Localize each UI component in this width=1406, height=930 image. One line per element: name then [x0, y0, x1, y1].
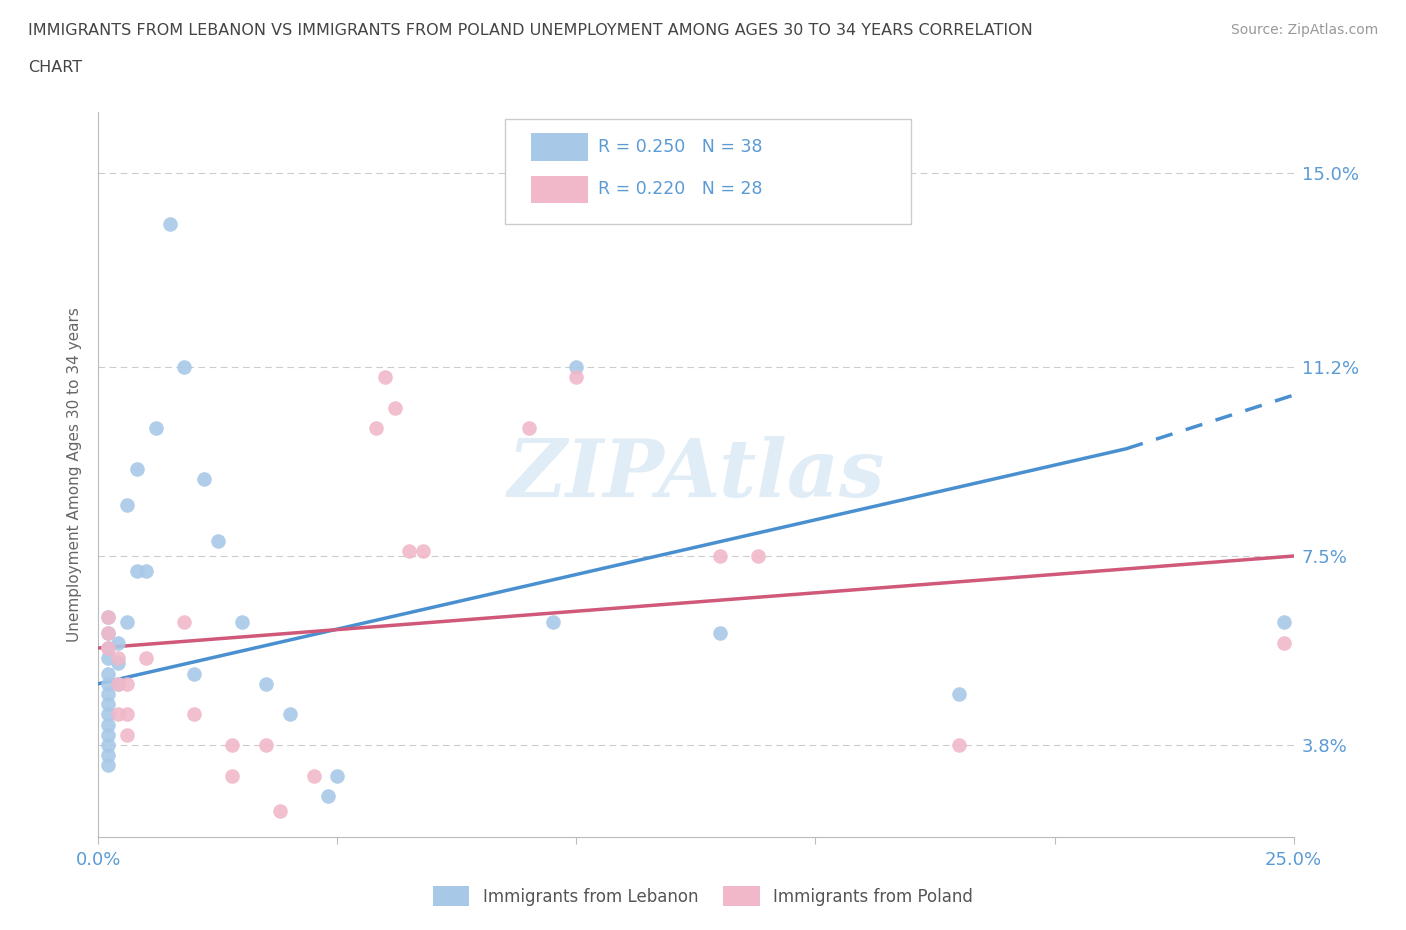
- Point: [115, 498, 138, 512]
- Point: [107, 676, 129, 691]
- Point: [97, 610, 120, 625]
- Point: [135, 651, 157, 666]
- Point: [97, 625, 120, 640]
- Point: [115, 615, 138, 630]
- Point: [193, 472, 215, 486]
- Point: [565, 360, 588, 375]
- Point: [97, 697, 120, 711]
- Point: [326, 768, 349, 783]
- Point: [107, 676, 129, 691]
- Point: [709, 625, 731, 640]
- Text: ZIPAtlas: ZIPAtlas: [508, 435, 884, 513]
- FancyBboxPatch shape: [505, 119, 911, 224]
- Bar: [531, 133, 588, 161]
- Point: [541, 615, 564, 630]
- Point: [97, 727, 120, 742]
- Point: [107, 707, 129, 722]
- Point: [374, 370, 396, 385]
- Point: [1272, 615, 1295, 630]
- Point: [183, 707, 205, 722]
- Text: R = 0.250   N = 38: R = 0.250 N = 38: [598, 138, 762, 156]
- Point: [254, 737, 277, 752]
- Point: [97, 717, 120, 732]
- Point: [412, 543, 434, 558]
- Point: [135, 564, 157, 578]
- Point: [107, 635, 129, 650]
- Legend: Immigrants from Lebanon, Immigrants from Poland: Immigrants from Lebanon, Immigrants from…: [426, 880, 980, 912]
- Point: [565, 370, 588, 385]
- Point: [231, 615, 253, 630]
- Point: [115, 727, 138, 742]
- Point: [115, 707, 138, 722]
- Text: IMMIGRANTS FROM LEBANON VS IMMIGRANTS FROM POLAND UNEMPLOYMENT AMONG AGES 30 TO : IMMIGRANTS FROM LEBANON VS IMMIGRANTS FR…: [28, 23, 1033, 38]
- Point: [125, 564, 148, 578]
- Point: [709, 549, 731, 564]
- Point: [97, 641, 120, 656]
- Point: [747, 549, 769, 564]
- Point: [97, 737, 120, 752]
- Point: [517, 421, 540, 436]
- Point: [364, 421, 387, 436]
- Point: [207, 533, 229, 548]
- Point: [948, 686, 970, 701]
- Point: [316, 789, 339, 804]
- Point: [97, 758, 120, 773]
- Point: [948, 737, 970, 752]
- Bar: [531, 176, 588, 203]
- Point: [97, 641, 120, 656]
- Point: [269, 804, 291, 819]
- Point: [145, 421, 167, 436]
- Point: [254, 676, 277, 691]
- Point: [384, 401, 406, 416]
- Point: [221, 768, 243, 783]
- Point: [107, 656, 129, 671]
- Point: [97, 686, 120, 701]
- Point: [159, 217, 181, 232]
- Point: [97, 748, 120, 763]
- Point: [398, 543, 420, 558]
- Text: Source: ZipAtlas.com: Source: ZipAtlas.com: [1230, 23, 1378, 37]
- Point: [221, 737, 243, 752]
- Point: [115, 676, 138, 691]
- Point: [97, 610, 120, 625]
- Point: [97, 676, 120, 691]
- Point: [183, 666, 205, 681]
- Point: [1272, 635, 1295, 650]
- Point: [97, 625, 120, 640]
- Y-axis label: Unemployment Among Ages 30 to 34 years: Unemployment Among Ages 30 to 34 years: [67, 307, 83, 642]
- Point: [125, 462, 148, 477]
- Point: [302, 768, 325, 783]
- Point: [97, 651, 120, 666]
- Point: [97, 666, 120, 681]
- Point: [107, 651, 129, 666]
- Point: [173, 615, 195, 630]
- Point: [278, 707, 301, 722]
- Text: CHART: CHART: [28, 60, 82, 75]
- Point: [173, 360, 195, 375]
- Point: [97, 707, 120, 722]
- Text: R = 0.220   N = 28: R = 0.220 N = 28: [598, 180, 762, 198]
